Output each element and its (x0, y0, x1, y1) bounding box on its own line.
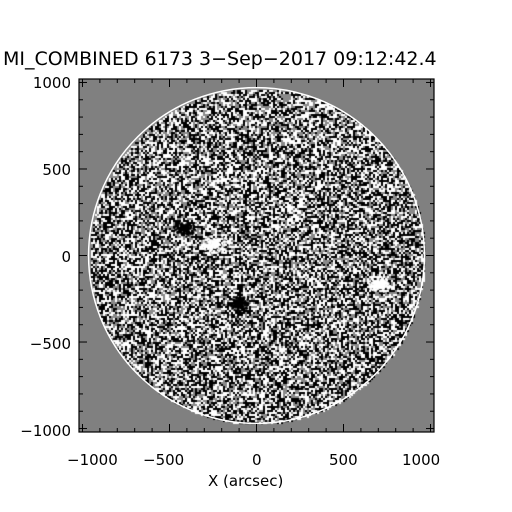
disk-limb (87, 86, 426, 425)
x-tick-label: 500 (329, 451, 358, 469)
x-tick-labels: −1000 −500 0 500 1000 (67, 451, 440, 469)
figure-title: MI_COMBINED 6173 3−Sep−2017 09:12:42.4 (3, 48, 437, 70)
plot-area (78, 78, 435, 433)
x-tick-label: 1000 (402, 451, 440, 469)
axis-ticks (79, 79, 434, 432)
y-tick-labels: 1000 500 0 −500 −1000 (20, 74, 71, 440)
y-tick-label: −500 (30, 335, 71, 353)
y-tick-label: 0 (61, 248, 71, 266)
y-tick-label: 1000 (33, 74, 71, 92)
x-tick-label: −1000 (67, 451, 118, 469)
disk-texture (86, 85, 427, 426)
solar-disk (86, 85, 427, 426)
x-tick-label: −500 (143, 451, 184, 469)
y-tick-label: 500 (42, 161, 71, 179)
disk-texture-canvas (86, 85, 427, 426)
x-tick-label: 0 (252, 451, 262, 469)
x-axis-label: X (arcsec) (208, 472, 283, 490)
y-tick-label: −1000 (20, 422, 71, 440)
